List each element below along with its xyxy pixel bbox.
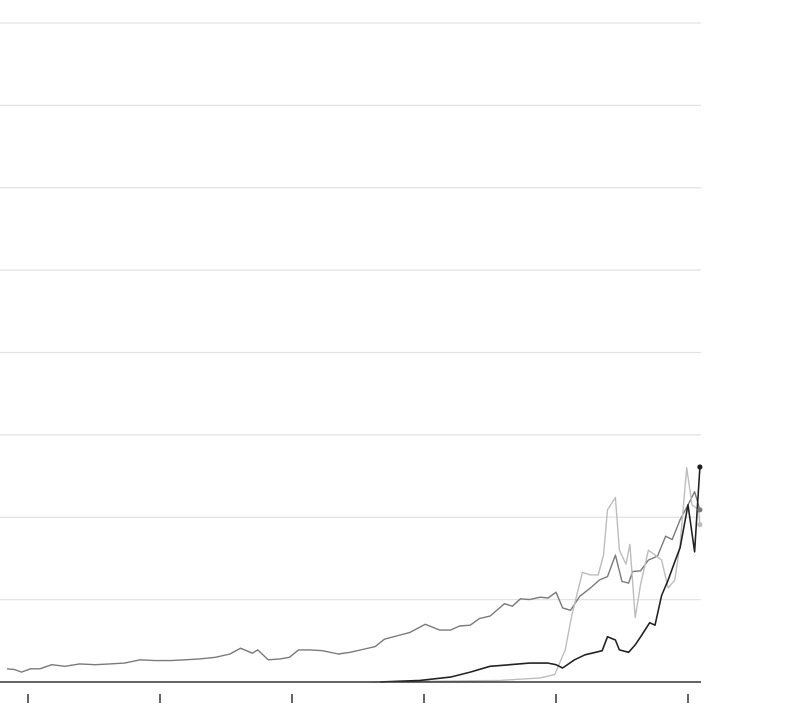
series-end-marker-2 [697,522,703,528]
series-end-marker-3 [697,464,703,470]
end-markers [697,464,703,528]
series-end-marker-1 [697,507,703,513]
gridlines [0,22,701,601]
series-line-3 [380,466,701,683]
series-line-2 [371,467,701,683]
series-line-1 [6,491,701,673]
series-lines [6,466,701,683]
x-axis-ticks [27,694,689,703]
